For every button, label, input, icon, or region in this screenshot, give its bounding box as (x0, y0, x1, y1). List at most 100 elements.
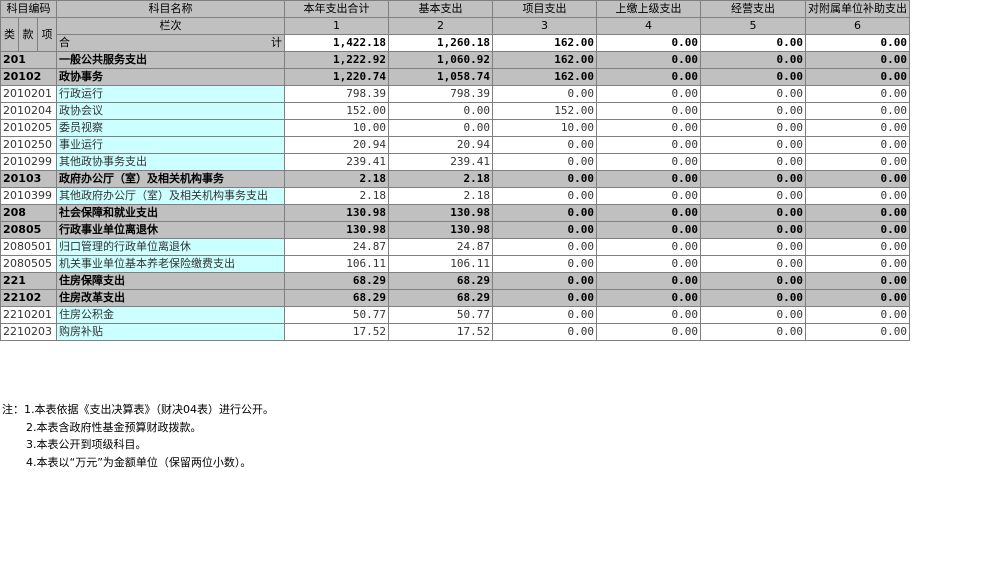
row-value-6: 0.00 (805, 68, 911, 86)
header-xiang: 项 (36, 17, 58, 52)
row-value-6: 0.00 (805, 323, 911, 341)
table-row: 22102 住房改革支出 68.29 68.29 0.00 0.00 0.00 0.00 (0, 289, 911, 307)
row-value-1: 68.29 (284, 272, 390, 290)
row-value-4: 0.00 (596, 153, 702, 171)
total-value-6: 0.00 (805, 34, 911, 52)
table-row: 221 住房保障支出 68.29 68.29 0.00 0.00 0.00 0.00 (0, 272, 911, 290)
row-value-6: 0.00 (805, 153, 911, 171)
row-name: 住房改革支出 (56, 289, 286, 307)
note-4: 4.本表以“万元”为金额单位（保留两位小数）。 (26, 455, 252, 469)
row-code: 2080501 (0, 238, 58, 256)
row-name: 行政事业单位离退休 (56, 221, 286, 239)
row-value-5: 0.00 (700, 153, 807, 171)
row-value-1: 2.18 (284, 187, 390, 205)
row-value-1: 798.39 (284, 85, 390, 103)
row-value-2: 0.00 (388, 102, 494, 120)
row-name: 其他政府办公厅（室）及相关机构事务支出 (56, 187, 286, 205)
row-value-1: 68.29 (284, 289, 390, 307)
row-value-5: 0.00 (700, 238, 807, 256)
row-value-1: 20.94 (284, 136, 390, 154)
header-code: 科目编码 (0, 0, 58, 18)
row-value-5: 0.00 (700, 272, 807, 290)
row-code: 20102 (0, 68, 58, 86)
row-name: 社会保障和就业支出 (56, 204, 286, 222)
total-value-1: 1,422.18 (284, 34, 390, 52)
row-value-4: 0.00 (596, 68, 702, 86)
row-value-2: 239.41 (388, 153, 494, 171)
row-value-5: 0.00 (700, 119, 807, 137)
row-value-6: 0.00 (805, 204, 911, 222)
row-value-5: 0.00 (700, 187, 807, 205)
row-value-3: 0.00 (492, 204, 598, 222)
row-name: 其他政协事务支出 (56, 153, 286, 171)
total-row: 合 计 1,422.18 1,260.18 162.00 0.00 0.00 0… (1, 34, 911, 52)
table-row: 201 一般公共服务支出 1,222.92 1,060.92 162.00 0.00 0.0… (0, 51, 911, 69)
row-code: 20805 (0, 221, 58, 239)
row-value-2: 68.29 (388, 289, 494, 307)
row-value-1: 1,222.92 (284, 51, 390, 69)
row-value-1: 17.52 (284, 323, 390, 341)
total-value-4: 0.00 (596, 34, 702, 52)
row-code: 2010399 (0, 187, 58, 205)
row-value-4: 0.00 (596, 187, 702, 205)
row-value-3: 162.00 (492, 68, 598, 86)
row-value-5: 0.00 (700, 68, 807, 86)
header-name: 科目名称 (56, 0, 286, 18)
col-num-4: 4 (596, 17, 702, 35)
row-value-2: 130.98 (388, 204, 494, 222)
table-row: 2210201 住房公积金 50.77 50.77 0.00 0.00 0.00 0.00 (0, 306, 911, 324)
row-value-5: 0.00 (700, 306, 807, 324)
table-row: 2010201 行政运行 798.39 798.39 0.00 0.00 0.00 0.00 (0, 85, 911, 103)
row-value-3: 0.00 (492, 221, 598, 239)
row-code: 2080505 (0, 255, 58, 273)
row-code: 2010204 (0, 102, 58, 120)
header-col-4: 上缴上级支出 (596, 0, 702, 18)
row-value-3: 0.00 (492, 85, 598, 103)
row-value-2: 50.77 (388, 306, 494, 324)
row-value-6: 0.00 (805, 289, 911, 307)
row-value-5: 0.00 (700, 51, 807, 69)
row-value-6: 0.00 (805, 306, 911, 324)
row-name: 委员视察 (56, 119, 286, 137)
total-label-right: 计 (271, 36, 283, 49)
header-col-2: 基本支出 (388, 0, 494, 18)
row-code: 20103 (0, 170, 58, 188)
row-value-3: 0.00 (492, 289, 598, 307)
row-value-5: 0.00 (700, 170, 807, 188)
row-value-3: 152.00 (492, 102, 598, 120)
row-name: 行政运行 (56, 85, 286, 103)
row-value-4: 0.00 (596, 136, 702, 154)
row-value-5: 0.00 (700, 323, 807, 341)
row-value-3: 0.00 (492, 306, 598, 324)
row-value-2: 130.98 (388, 221, 494, 239)
row-code: 2010250 (0, 136, 58, 154)
header-col-3: 项目支出 (492, 0, 598, 18)
table-row: 2010299 其他政协事务支出 239.41 239.41 0.00 0.00 0.00 0… (0, 153, 911, 171)
row-value-2: 20.94 (388, 136, 494, 154)
row-value-6: 0.00 (805, 187, 911, 205)
row-value-5: 0.00 (700, 221, 807, 239)
row-value-4: 0.00 (596, 170, 702, 188)
row-value-5: 0.00 (700, 136, 807, 154)
row-code: 201 (0, 51, 58, 69)
row-value-2: 1,058.74 (388, 68, 494, 86)
row-value-4: 0.00 (596, 119, 702, 137)
row-value-4: 0.00 (596, 102, 702, 120)
expenditure-table: 科目编码 科目名称 本年支出合计 基本支出 项目支出 上缴上级支出 经营支出 对… (0, 0, 911, 341)
header-lanci: 栏次 (56, 17, 286, 35)
header-col-5: 经营支出 (700, 0, 807, 18)
row-name: 住房公积金 (56, 306, 286, 324)
total-label-left: 合 (59, 36, 71, 49)
row-value-3: 0.00 (492, 187, 598, 205)
row-value-1: 130.98 (284, 221, 390, 239)
col-num-5: 5 (700, 17, 807, 35)
row-value-6: 0.00 (805, 221, 911, 239)
row-value-2: 24.87 (388, 238, 494, 256)
row-value-6: 0.00 (805, 170, 911, 188)
note-2: 2.本表含政府性基金预算财政拨款。 (26, 420, 202, 434)
total-value-3: 162.00 (492, 34, 598, 52)
row-value-1: 130.98 (284, 204, 390, 222)
row-value-2: 2.18 (388, 187, 494, 205)
total-value-5: 0.00 (700, 34, 807, 52)
row-value-2: 0.00 (388, 119, 494, 137)
